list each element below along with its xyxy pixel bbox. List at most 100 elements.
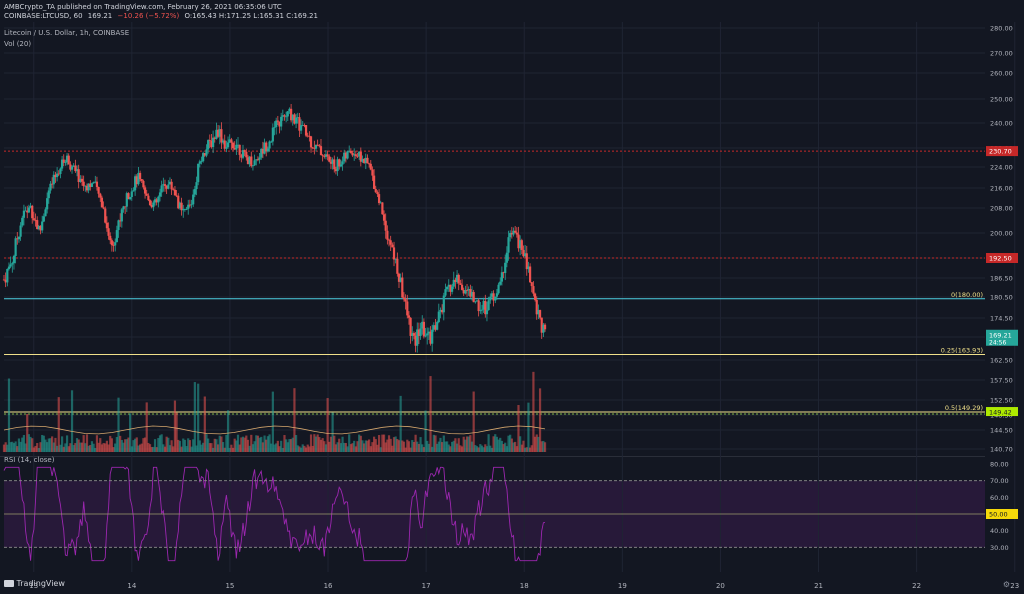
candle-body [100,197,104,208]
volume-bar [467,436,470,452]
candle-body [344,152,347,159]
volume-bar [528,447,532,452]
candle-body [158,192,162,197]
candle-body [276,120,279,122]
volume-bar [354,446,357,452]
volume-bar [64,443,67,452]
volume-bar [27,434,30,452]
volume-bar [407,441,411,452]
volume-bar [439,437,442,452]
candle-body [47,190,50,199]
volume-bar [392,437,396,452]
volume-bar [112,447,115,452]
volume-bar [377,435,381,452]
candle-body [470,292,474,297]
tradingview-logo[interactable]: TradingView [4,579,65,588]
candle-body [502,272,505,274]
candle-body [65,155,69,163]
volume-bar [42,435,45,452]
candle-body [464,290,467,294]
candle-body [524,253,527,257]
volume-bar [124,439,127,452]
candle-body [32,218,35,220]
volume-bar [105,440,108,452]
candle-body [135,176,138,185]
candle-body [338,159,341,167]
volume-bar [70,390,74,452]
volume-bar [268,434,271,452]
volume-bar [202,442,205,452]
candle-body [115,230,118,243]
price-badge-label: 169.21 [989,331,1012,339]
candle-body [57,173,60,175]
candle-body [72,165,75,167]
volume-bar [530,445,533,452]
volume-bar [278,446,281,452]
volume-bar [212,447,215,452]
volume-bar [454,438,457,452]
candle-body [142,180,145,188]
volume-bar [344,443,347,452]
volume-bar [75,438,79,452]
candle-body [401,277,404,298]
volume-bar [304,447,308,452]
candle-body [6,268,9,283]
price-tick-label: 152.50 [990,397,1013,405]
volume-bar [243,437,246,452]
volume-bar [429,376,432,452]
volume-bar [92,443,95,452]
volume-bar [353,440,356,452]
x-tick-label: 14 [127,582,136,590]
volume-bar [500,440,503,452]
candle-body [46,198,49,210]
candle-body [382,214,386,221]
candle-body [51,183,54,185]
price-tick-label: 208.00 [990,205,1013,213]
volume-bar [387,435,391,452]
volume-bar [99,438,102,452]
volume-bar [195,445,198,452]
level-badge-label: 192.50 [989,255,1012,263]
volume-bar [90,441,94,452]
volume-bar [490,447,494,452]
volume-bar [401,440,404,452]
volume-bar [447,444,450,452]
candle-body [241,150,245,158]
candle-body [260,148,263,158]
volume-bar [507,435,510,452]
volume-bar [543,442,547,452]
candle-body [39,226,42,231]
volume-bar [487,434,490,452]
candle-body [436,322,439,330]
volume-bar [404,447,407,452]
price-tick-label: 260.00 [990,70,1013,78]
volume-bar [213,438,216,452]
volume-bar [351,443,354,452]
candle-body [397,273,401,282]
candle-body [230,139,233,143]
candle-body [377,194,381,204]
symbol-line: COINBASE:LTCUSD, 60 169.21 −10.26 (−5.72… [4,12,321,20]
volume-bar [416,441,419,452]
volume-bar [275,443,278,452]
volume-bar [512,442,515,452]
volume-bar [311,445,314,452]
candle-body [138,172,142,180]
candle-body [517,234,520,249]
volume-bar [205,434,208,452]
volume-bar [538,388,542,452]
candle-body [119,220,122,222]
settings-icon[interactable]: ⚙ [1002,580,1010,589]
candle-body [178,202,182,209]
candle-body [19,225,22,237]
candle-body [286,111,289,117]
volume-bar [12,443,16,452]
volume-bar [240,437,243,452]
candle-body [492,293,495,301]
volume-bar [260,436,263,452]
volume-bar [294,435,298,452]
volume-bar [384,442,387,452]
volume-bar [452,440,455,452]
candle-body [308,135,311,137]
